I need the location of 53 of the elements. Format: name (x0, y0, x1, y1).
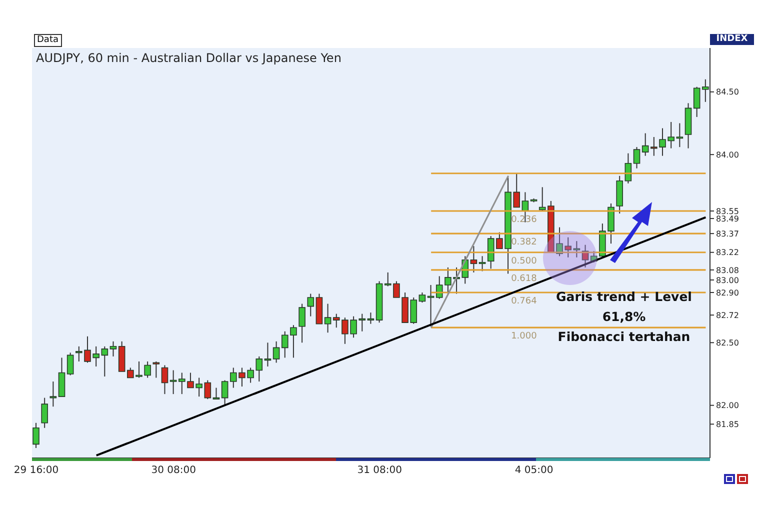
y-tick-label: 83.08 (716, 266, 739, 275)
candlestick (170, 370, 177, 395)
x-tick-label: 4 05:00 (514, 465, 554, 476)
candlestick (427, 284, 434, 327)
candlestick (161, 364, 168, 395)
candlestick (264, 342, 272, 367)
candlestick (470, 246, 478, 273)
candlestick (324, 303, 332, 334)
candlestick (50, 381, 57, 408)
y-tick-label: 82.72 (716, 310, 739, 320)
x-tick-label: 31 08:00 (357, 465, 402, 476)
candlestick (152, 360, 160, 378)
candlestick (642, 132, 649, 156)
series-label: 0.618 (511, 274, 538, 284)
candlestick (693, 86, 700, 118)
candlestick (633, 146, 640, 169)
chart-title: AUDJPY, 60 min - Australian Dollar vs Japanese Yen (36, 51, 342, 65)
candlestick (32, 422, 40, 448)
candlestick (272, 340, 280, 364)
candlestick (307, 293, 314, 317)
candlestick (418, 292, 426, 304)
y-tick-label: 81.85 (716, 420, 739, 429)
series-label: 0.500 (511, 256, 538, 266)
annotation: Garis trend + Level 61,8% Fibonacci tertahan (555, 288, 693, 346)
candlestick (66, 352, 74, 376)
y-tick-label: 82.50 (716, 338, 739, 348)
candlestick (41, 397, 48, 428)
x-tick-label: 30 08:00 (151, 465, 196, 476)
candlestick (478, 256, 486, 272)
candlestick (101, 346, 108, 377)
y-tick-label: 84.50 (716, 88, 739, 97)
y-tick-label: 83.22 (716, 248, 739, 258)
y-tick-label: 83.37 (716, 229, 739, 238)
candlestick (212, 387, 220, 400)
y-tick-label: 83.49 (716, 214, 739, 224)
y-tick-label: 83.55 (716, 206, 739, 216)
y-tick-label: 83.00 (716, 276, 739, 285)
candlestick (298, 303, 306, 344)
series-label: 0.382 (511, 238, 537, 248)
candlestick (676, 122, 684, 148)
y-tick-label: 82.00 (716, 401, 739, 410)
text: INDEX (710, 34, 754, 45)
candlestick (573, 240, 580, 258)
series-label: 0.764 (511, 296, 538, 306)
text: Data (34, 34, 62, 47)
series-label: 1.000 (511, 332, 538, 342)
x-tick-label: 29 16:00 (14, 465, 59, 476)
candlestick (367, 312, 374, 324)
candlestick (110, 340, 117, 357)
candlestick (58, 357, 66, 398)
candlestick (221, 380, 228, 406)
y-tick-label: 82.90 (716, 288, 739, 298)
y-tick-label: 84.00 (716, 150, 739, 160)
